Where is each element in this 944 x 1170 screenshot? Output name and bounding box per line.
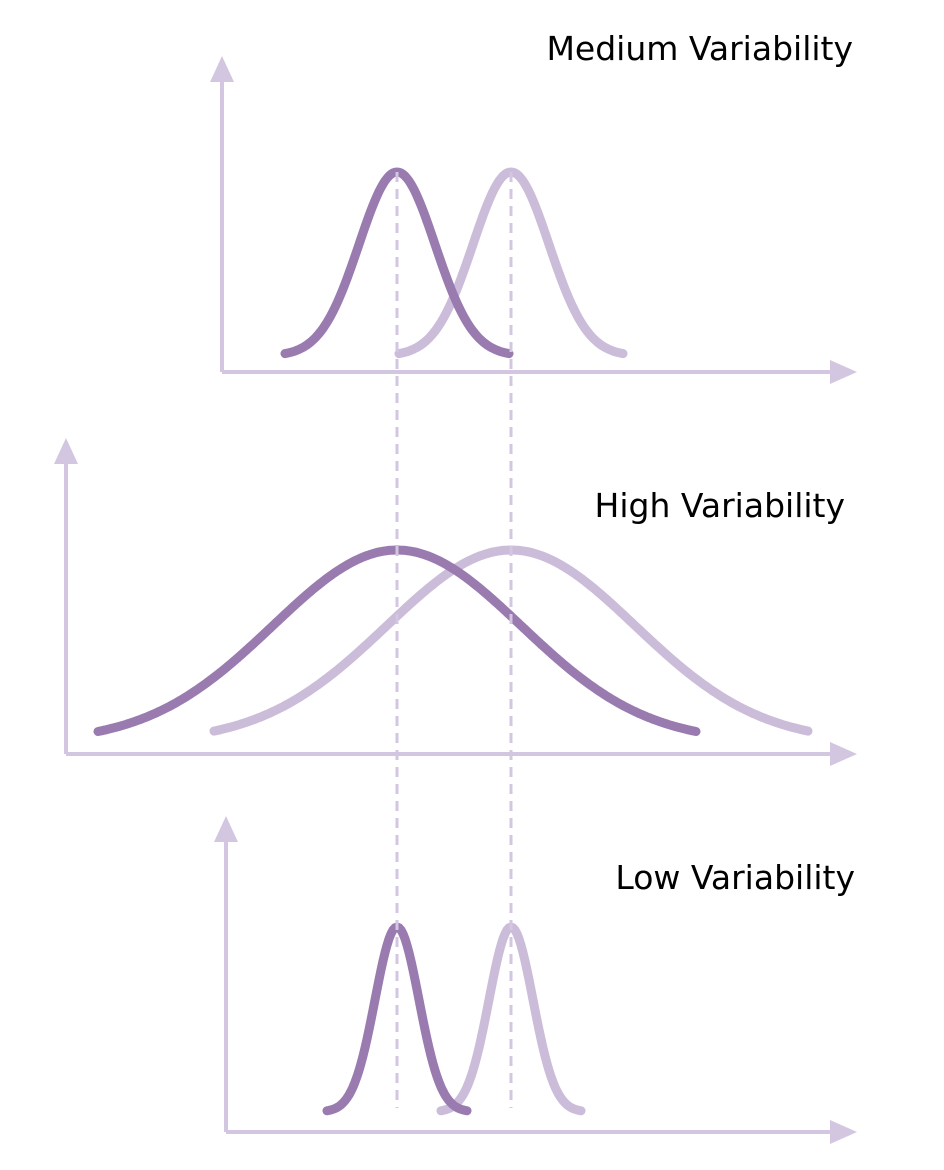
- axis-arrow: [830, 742, 857, 766]
- axis-arrow: [830, 360, 857, 384]
- axis-arrow: [830, 1120, 857, 1144]
- panel-title: High Variability: [595, 486, 845, 525]
- axis-arrow: [214, 816, 238, 842]
- panel-title: Low Variability: [615, 858, 855, 897]
- axis-arrow: [210, 56, 234, 82]
- panel-title: Medium Variability: [546, 29, 853, 68]
- axis-arrow: [54, 438, 78, 464]
